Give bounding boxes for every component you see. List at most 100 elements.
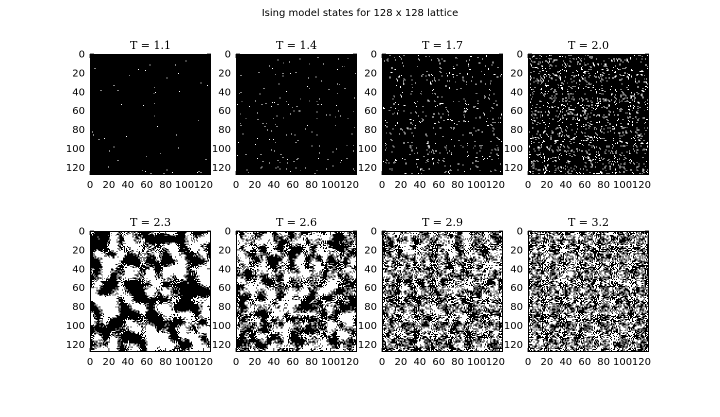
y-tick-label: 60 xyxy=(510,283,523,294)
panel-title: T = 1.1 xyxy=(130,39,171,52)
y-tick-label: 20 xyxy=(364,68,377,79)
panel-title: T = 3.2 xyxy=(568,216,609,229)
x-tick-label: 40 xyxy=(267,357,280,368)
x-tick-label: 120 xyxy=(194,357,213,368)
x-tick-label: 20 xyxy=(541,180,554,191)
y-tick-label: 120 xyxy=(66,340,85,351)
x-tick-label: 80 xyxy=(159,180,172,191)
y-tick-label: 40 xyxy=(218,87,231,98)
x-tick-label: 40 xyxy=(267,180,280,191)
y-tick-label: 100 xyxy=(504,144,523,155)
x-tick-label: 100 xyxy=(175,357,194,368)
x-tick-label: 0 xyxy=(379,357,385,368)
lattice-background xyxy=(90,54,211,175)
lattice-background xyxy=(236,54,357,175)
axes-frame xyxy=(528,54,649,175)
y-tick-label: 60 xyxy=(218,106,231,117)
y-tick-label: 80 xyxy=(72,302,85,313)
axes-frame xyxy=(236,54,357,175)
x-tick-label: 0 xyxy=(525,357,531,368)
x-tick-label: 20 xyxy=(249,180,262,191)
y-tick-label: 20 xyxy=(510,68,523,79)
y-tick-label: 100 xyxy=(212,321,231,332)
x-tick-label: 120 xyxy=(340,180,359,191)
x-tick-label: 80 xyxy=(597,357,610,368)
spin-up-cells xyxy=(90,231,212,352)
x-tick-label: 20 xyxy=(395,180,408,191)
y-tick-label: 0 xyxy=(79,227,85,238)
y-tick-label: 100 xyxy=(358,144,377,155)
x-tick-label: 20 xyxy=(103,180,116,191)
x-tick-label: 120 xyxy=(486,357,505,368)
y-tick-label: 0 xyxy=(79,50,85,61)
y-tick-label: 120 xyxy=(212,340,231,351)
y-tick-label: 100 xyxy=(212,144,231,155)
y-tick-label: 20 xyxy=(364,245,377,256)
x-tick-label: 40 xyxy=(121,357,134,368)
x-tick-label: 0 xyxy=(87,357,93,368)
y-tick-label: 60 xyxy=(510,106,523,117)
x-tick-label: 40 xyxy=(121,180,134,191)
spin-up-cells xyxy=(528,54,649,175)
y-tick-label: 40 xyxy=(364,87,377,98)
spin-up-cells xyxy=(382,54,503,175)
x-tick-label: 100 xyxy=(613,357,632,368)
axes-frame xyxy=(382,231,503,352)
x-tick-label: 120 xyxy=(340,357,359,368)
y-tick-label: 0 xyxy=(371,50,377,61)
x-tick-label: 80 xyxy=(597,180,610,191)
x-tick-label: 100 xyxy=(467,357,486,368)
y-tick-label: 0 xyxy=(225,50,231,61)
y-tick-label: 80 xyxy=(510,302,523,313)
panel-title: T = 1.4 xyxy=(276,39,317,52)
y-tick-label: 40 xyxy=(364,264,377,275)
y-tick-label: 60 xyxy=(218,283,231,294)
y-tick-label: 100 xyxy=(358,321,377,332)
y-tick-label: 40 xyxy=(72,264,85,275)
x-tick-label: 60 xyxy=(286,180,299,191)
y-tick-label: 100 xyxy=(504,321,523,332)
y-tick-label: 80 xyxy=(218,125,231,136)
x-tick-label: 120 xyxy=(486,180,505,191)
y-tick-label: 60 xyxy=(364,283,377,294)
x-tick-label: 0 xyxy=(233,180,239,191)
y-tick-label: 40 xyxy=(72,87,85,98)
y-tick-label: 80 xyxy=(364,125,377,136)
y-tick-label: 80 xyxy=(510,125,523,136)
spin-up-cells xyxy=(236,231,357,352)
x-tick-label: 60 xyxy=(140,357,153,368)
x-tick-label: 60 xyxy=(140,180,153,191)
x-tick-label: 60 xyxy=(578,357,591,368)
y-tick-label: 80 xyxy=(364,302,377,313)
x-tick-label: 120 xyxy=(194,180,213,191)
x-tick-label: 100 xyxy=(613,180,632,191)
x-tick-label: 0 xyxy=(87,180,93,191)
spin-up-cells xyxy=(528,231,649,352)
axes-frame xyxy=(90,231,211,352)
y-tick-label: 0 xyxy=(225,227,231,238)
y-tick-label: 60 xyxy=(72,106,85,117)
x-tick-label: 20 xyxy=(249,357,262,368)
x-tick-label: 60 xyxy=(286,357,299,368)
y-tick-label: 0 xyxy=(517,50,523,61)
x-tick-label: 80 xyxy=(451,180,464,191)
x-tick-label: 100 xyxy=(321,357,340,368)
panel-title: T = 2.3 xyxy=(130,216,171,229)
axes-frame xyxy=(90,54,211,175)
panel-title: T = 2.0 xyxy=(568,39,609,52)
x-tick-label: 40 xyxy=(413,357,426,368)
x-tick-label: 0 xyxy=(379,180,385,191)
y-tick-label: 120 xyxy=(504,163,523,174)
axes-frame xyxy=(236,231,357,352)
y-tick-label: 120 xyxy=(66,163,85,174)
x-tick-label: 60 xyxy=(578,180,591,191)
x-tick-label: 20 xyxy=(541,357,554,368)
x-tick-label: 60 xyxy=(432,357,445,368)
x-tick-label: 100 xyxy=(467,180,486,191)
